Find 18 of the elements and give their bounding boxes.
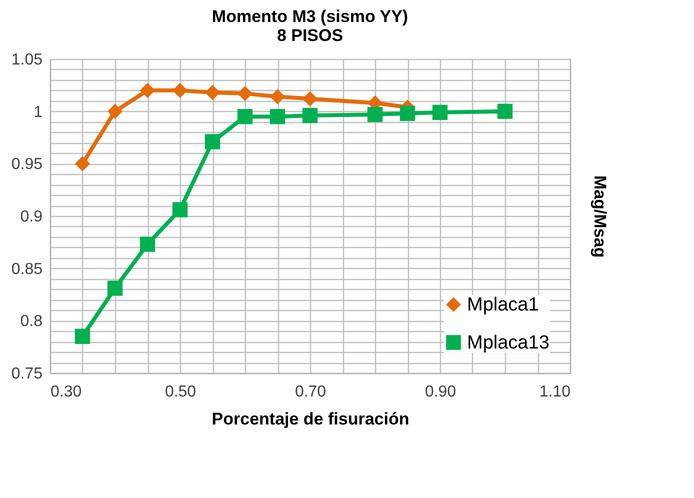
- x-axis-title: Porcentaje de fisuración: [212, 410, 410, 428]
- legend-label: Mplaca13: [467, 332, 550, 354]
- y-tick-label: 1.05: [11, 52, 43, 68]
- legend-label: Mplaca1: [467, 294, 539, 316]
- y-tick-label: 0.85: [11, 260, 43, 278]
- x-tick-label: 0.70: [294, 384, 326, 400]
- y-tick-label: 1: [34, 104, 43, 121]
- y-tick-label: 0.8: [20, 313, 43, 330]
- x-tick-label: 1.10: [539, 384, 571, 400]
- y-axis-title: Mag/Msag: [590, 175, 610, 258]
- chart-title: Momento M3 (sismo YY): [212, 7, 408, 26]
- x-tick-label: 0.30: [50, 384, 82, 400]
- y-tick-label: 0.95: [11, 156, 43, 174]
- y-tick-label: 0.75: [11, 366, 43, 382]
- y-tick-label: 0.9: [20, 208, 43, 226]
- chart-subtitle: 8 PISOS: [276, 26, 344, 45]
- x-tick-label: 0.90: [424, 384, 456, 400]
- x-tick-label: 0.50: [164, 384, 196, 400]
